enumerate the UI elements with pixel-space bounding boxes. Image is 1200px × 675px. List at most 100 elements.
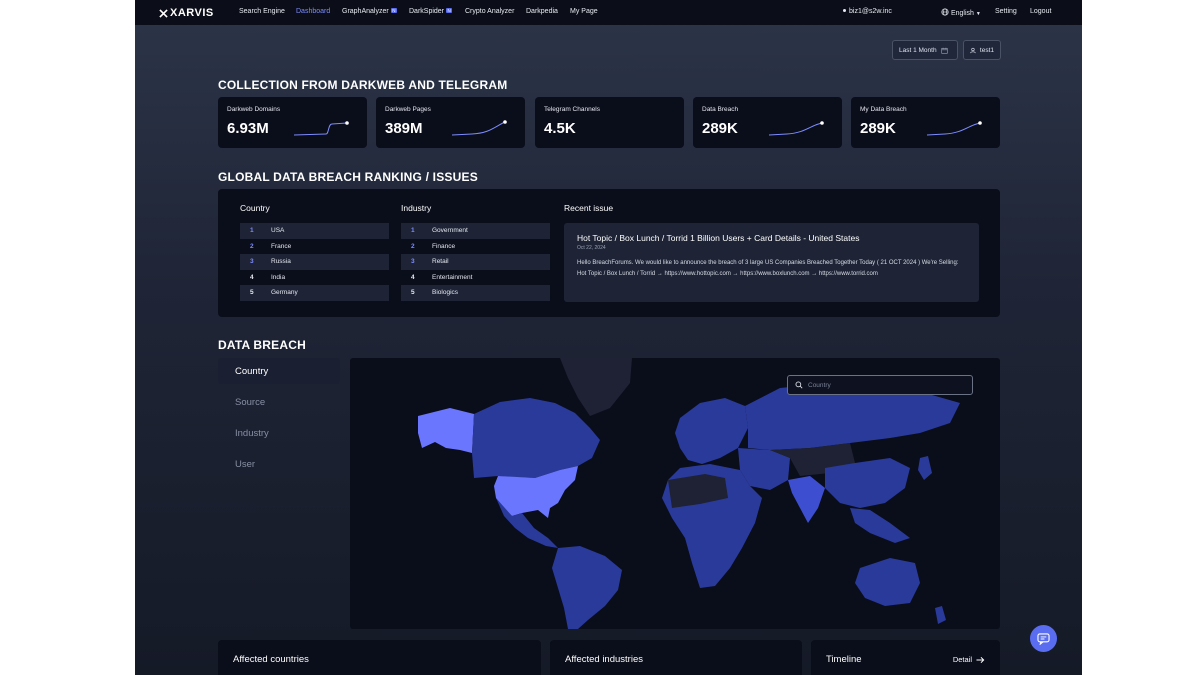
map-region-russia[interactable] — [745, 383, 960, 450]
map-region-middle-east[interactable] — [738, 448, 790, 490]
industry-ranking-list: 1 Government 2 Finance 3 Retail 4 Entertainm… — [401, 223, 550, 301]
list-item[interactable]: 5 Germany — [240, 285, 389, 301]
list-item[interactable]: 3 Retail — [401, 254, 550, 270]
app-logo[interactable]: XARVIS — [159, 7, 214, 19]
nav-darkspider[interactable]: DarkSpider N — [409, 8, 453, 15]
affected-countries-card: Affected countries — [218, 640, 541, 675]
map-region-australia[interactable] — [855, 558, 920, 606]
map-region-greenland[interactable] — [560, 358, 632, 416]
stat-card-telegram-channels[interactable]: Telegram Channels 4.5K — [535, 97, 684, 148]
list-item[interactable]: 4 Entertainment — [411, 273, 473, 281]
collection-title: COLLECTION FROM DARKWEB AND TELEGRAM — [218, 78, 508, 92]
map-region-central-america[interactable] — [496, 498, 558, 548]
country-column-title: Country — [240, 203, 270, 213]
chevron-down-icon: ▼ — [975, 11, 981, 17]
dashboard-main: Last 1 Month test1 COLLECTION FROM DARKW… — [135, 25, 1082, 675]
recent-issue-card[interactable]: Hot Topic / Box Lunch / Torrid 1 Billion… — [564, 223, 979, 302]
period-filter[interactable]: Last 1 Month — [892, 40, 958, 60]
map-region-usa[interactable] — [494, 466, 578, 518]
industry-column-title: Industry — [401, 203, 432, 213]
user-filter[interactable]: test1 — [963, 40, 1001, 60]
right-margin — [1065, 0, 1200, 675]
stat-label: Darkweb Pages — [385, 106, 431, 113]
map-region-india[interactable] — [788, 476, 825, 523]
nav-crypto-analyzer[interactable]: Crypto Analyzer — [465, 8, 515, 15]
timeline-detail-link[interactable]: Detail — [953, 655, 985, 664]
issue-date: Oct 22, 2024 — [577, 245, 606, 251]
stat-label: Darkweb Domains — [227, 106, 281, 113]
chat-button[interactable] — [1030, 625, 1057, 652]
logout-link[interactable]: Logout — [1030, 8, 1052, 15]
period-label: Last 1 Month — [899, 46, 937, 54]
timeline-title: Timeline — [826, 654, 862, 665]
stat-value: 289K — [702, 120, 738, 137]
affected-countries-title: Affected countries — [233, 654, 309, 665]
search-icon — [795, 381, 803, 389]
list-item[interactable]: 2 France — [250, 242, 292, 250]
list-item[interactable]: 5 Biologics — [401, 285, 550, 301]
timeline-card: Timeline Detail — [811, 640, 1000, 675]
sparkline-chart — [293, 121, 349, 136]
tab-source[interactable]: Source — [235, 396, 266, 408]
stat-card-my-data-breach[interactable]: My Data Breach 289K — [851, 97, 1000, 148]
map-region-sahara — [668, 474, 728, 508]
sparkline-chart — [768, 121, 824, 136]
ranking-panel: Country 1 USA 2 France 3 Russia 4 India 5 Ger… — [218, 189, 1000, 317]
map-region-japan[interactable] — [918, 456, 932, 480]
list-item[interactable]: 1 USA — [240, 223, 389, 239]
globe-icon — [941, 8, 949, 16]
new-badge: N — [446, 8, 453, 13]
stat-card-data-breach[interactable]: Data Breach 289K — [693, 97, 842, 148]
stat-value: 4.5K — [544, 120, 576, 137]
arrow-right-icon — [976, 656, 985, 663]
map-region-europe[interactable] — [675, 398, 748, 464]
data-breach-tabs: Country Source Industry User — [218, 358, 340, 483]
nav-graphanalyzer[interactable]: GraphAnalyzer N — [342, 8, 397, 15]
stat-card-darkweb-domains[interactable]: Darkweb Domains 6.93M — [218, 97, 367, 148]
language-selector[interactable]: English ▼ — [941, 8, 981, 17]
tab-industry[interactable]: Industry — [235, 428, 269, 440]
nav-my-page[interactable]: My Page — [570, 8, 598, 15]
tab-country[interactable]: Country — [218, 358, 340, 384]
status-dot-icon — [843, 9, 846, 12]
logo-text: XARVIS — [170, 7, 214, 19]
map-region-new-zealand[interactable] — [935, 606, 946, 624]
country-search[interactable] — [787, 375, 973, 395]
country-search-input[interactable] — [808, 381, 968, 389]
map-region-china[interactable] — [825, 458, 910, 508]
world-map[interactable] — [350, 358, 1000, 629]
left-margin — [0, 0, 135, 675]
map-region-canada[interactable] — [472, 398, 600, 478]
stat-value: 6.93M — [227, 120, 269, 137]
xarvis-logo-icon — [159, 8, 168, 18]
map-region-south-america[interactable] — [552, 546, 622, 629]
tab-user[interactable]: User — [235, 459, 256, 471]
stat-label: Data Breach — [702, 106, 739, 113]
sparkline-chart — [926, 121, 982, 136]
nav-search-engine[interactable]: Search Engine — [239, 8, 285, 15]
stat-label: My Data Breach — [860, 106, 907, 113]
list-item[interactable]: 3 Russia — [240, 254, 389, 270]
stat-value: 289K — [860, 120, 896, 137]
stat-label: Telegram Channels — [544, 106, 601, 113]
nav-darkpedia[interactable]: Darkpedia — [526, 8, 558, 15]
recent-issue-title: Recent issue — [564, 203, 614, 213]
list-item[interactable]: 4 India — [250, 273, 286, 281]
issue-body: Hello BreachForums. We would like to ann… — [577, 260, 959, 277]
top-navbar: XARVIS Search Engine Dashboard GraphAnal… — [135, 0, 1082, 25]
new-badge: N — [390, 8, 397, 13]
stat-card-darkweb-pages[interactable]: Darkweb Pages 389M — [376, 97, 525, 148]
list-item[interactable]: 1 Government — [401, 223, 550, 239]
map-region-southeast-asia[interactable] — [850, 508, 910, 543]
affected-industries-title: Affected industries — [565, 654, 643, 665]
list-item[interactable]: 2 Finance — [411, 242, 456, 250]
map-region-alaska[interactable] — [418, 408, 474, 453]
setting-link[interactable]: Setting — [995, 8, 1017, 15]
sparkline-chart — [451, 120, 507, 136]
chat-icon — [1037, 632, 1050, 645]
world-map-panel — [350, 358, 1000, 629]
ranking-title: GLOBAL DATA BREACH RANKING / ISSUES — [218, 170, 478, 184]
nav-dashboard[interactable]: Dashboard — [296, 8, 331, 15]
user-icon — [970, 47, 976, 53]
user-email[interactable]: biz1@s2w.inc — [843, 8, 892, 15]
